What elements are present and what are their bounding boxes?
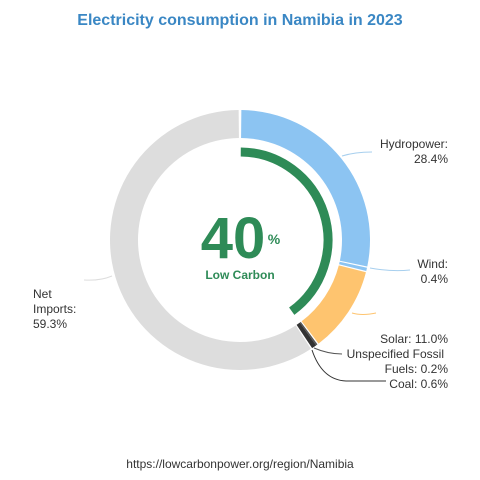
center-value: 40 <box>201 206 266 271</box>
leader-lines <box>83 151 411 382</box>
label-solar: Solar: 11.0% <box>380 332 448 346</box>
donut-slices <box>110 110 370 370</box>
leader-fossil <box>313 347 343 355</box>
leader-hydropower <box>341 151 373 157</box>
center-summary: 40 % Low Carbon <box>201 206 281 282</box>
label-unspecified-fossil: Unspecified Fossil <box>347 347 444 361</box>
slice-labels: Hydropower: 28.4% Wind: 0.4% Solar: 11.0… <box>33 137 448 391</box>
label-net-imports-line2: Imports: <box>33 302 76 316</box>
leader-coal <box>311 349 386 382</box>
label-unspecified-fossil-value: Fuels: 0.2% <box>385 362 449 376</box>
slice-wind <box>339 261 367 271</box>
label-hydropower: Hydropower: <box>380 137 448 151</box>
chart-title: Electricity consumption in Namibia in 20… <box>77 12 403 29</box>
leader-net-imports <box>83 275 113 281</box>
center-caption: Low Carbon <box>205 268 274 282</box>
leader-solar <box>351 312 377 315</box>
source-url: https://lowcarbonpower.org/region/Namibi… <box>126 457 354 471</box>
leader-wind <box>369 267 411 272</box>
label-wind: Wind: <box>417 257 448 271</box>
label-coal: Coal: 0.6% <box>389 377 448 391</box>
slice-hydropower <box>241 110 370 267</box>
slice-unspecified-fossil-fuels <box>299 321 318 346</box>
label-wind-value: 0.4% <box>421 272 449 286</box>
label-net-imports-value: 59.3% <box>33 317 67 331</box>
slice-coal <box>296 322 317 349</box>
low-carbon-arc <box>240 147 333 315</box>
center-unit: % <box>268 231 281 247</box>
slice-net-imports <box>110 110 311 370</box>
label-net-imports: Net <box>33 287 52 301</box>
label-hydropower-value: 28.4% <box>414 152 448 166</box>
slice-solar <box>301 265 366 344</box>
